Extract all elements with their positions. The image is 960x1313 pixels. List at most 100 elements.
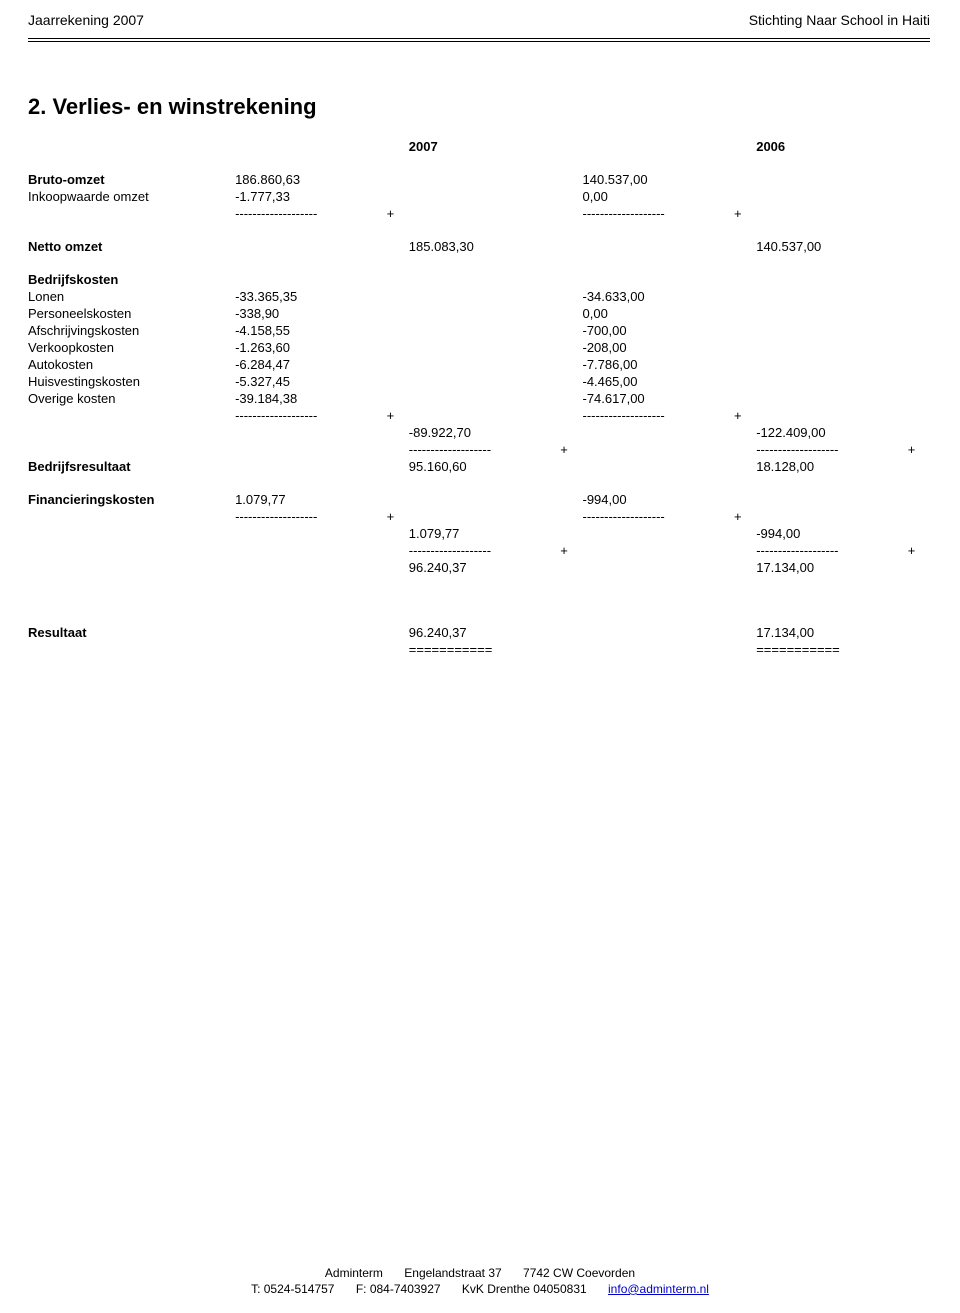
label: Personeelskosten bbox=[28, 305, 235, 322]
value-2006: 0,00 bbox=[583, 305, 735, 322]
value-2006: 17.134,00 bbox=[756, 624, 908, 641]
value-2006: 140.537,00 bbox=[756, 238, 908, 255]
plus: + bbox=[734, 407, 756, 424]
value-2006: -7.786,00 bbox=[583, 356, 735, 373]
row-personeelskosten: Personeelskosten -338,90 0,00 bbox=[28, 305, 930, 322]
value-2007: 1.079,77 bbox=[409, 525, 561, 542]
label: Verkoopkosten bbox=[28, 339, 235, 356]
dash: ------------------- bbox=[409, 542, 561, 559]
row-financiering-subtotal: 1.079,77 -994,00 bbox=[28, 525, 930, 542]
value-2007: -6.284,47 bbox=[235, 356, 387, 373]
row-lonen: Lonen -33.365,35 -34.633,00 bbox=[28, 288, 930, 305]
footer-line-1: Adminterm Engelandstraat 37 7742 CW Coev… bbox=[0, 1265, 960, 1281]
value-2007: 96.240,37 bbox=[409, 559, 561, 576]
plus: + bbox=[560, 441, 582, 458]
label: Huisvestingskosten bbox=[28, 373, 235, 390]
plus: + bbox=[387, 407, 409, 424]
dash: ------------------- bbox=[583, 508, 735, 525]
profit-loss-table: 2007 2006 Bruto-omzet 186.860,63 140.537… bbox=[28, 138, 930, 658]
plus: + bbox=[387, 205, 409, 222]
row-divider: -------------------+ -------------------… bbox=[28, 205, 930, 222]
plus: + bbox=[560, 542, 582, 559]
value-2006: -122.409,00 bbox=[756, 424, 908, 441]
value-2006: -34.633,00 bbox=[583, 288, 735, 305]
label: Resultaat bbox=[28, 624, 235, 641]
value-2007: -338,90 bbox=[235, 305, 387, 322]
year-2: 2006 bbox=[756, 138, 908, 155]
row-double-rule: =========== =========== bbox=[28, 641, 930, 658]
section-title: 2. Verlies- en winstrekening bbox=[28, 94, 930, 120]
value-2006: 18.128,00 bbox=[756, 458, 908, 475]
value-2007: 95.160,60 bbox=[409, 458, 561, 475]
label: Overige kosten bbox=[28, 390, 235, 407]
label: Lonen bbox=[28, 288, 235, 305]
label: Netto omzet bbox=[28, 238, 235, 255]
row-kosten-subtotal: -89.922,70 -122.409,00 bbox=[28, 424, 930, 441]
value-2006: 0,00 bbox=[583, 188, 735, 205]
page-footer: Adminterm Engelandstraat 37 7742 CW Coev… bbox=[0, 1265, 960, 1297]
row-resultaat: Resultaat 96.240,37 17.134,00 bbox=[28, 624, 930, 641]
label: Autokosten bbox=[28, 356, 235, 373]
value-2007: 96.240,37 bbox=[409, 624, 561, 641]
value-2006: -208,00 bbox=[583, 339, 735, 356]
year-1: 2007 bbox=[409, 138, 561, 155]
row-bedrijfsresultaat: Bedrijfsresultaat 95.160,60 18.128,00 bbox=[28, 458, 930, 475]
header-right: Stichting Naar School in Haiti bbox=[749, 12, 930, 28]
value-2006: -994,00 bbox=[583, 491, 735, 508]
page-header: Jaarrekening 2007 Stichting Naar School … bbox=[28, 12, 930, 32]
plus: + bbox=[734, 205, 756, 222]
row-divider: -------------------+ -------------------… bbox=[28, 542, 930, 559]
row-pre-result: 96.240,37 17.134,00 bbox=[28, 559, 930, 576]
row-afschrijvingskosten: Afschrijvingskosten -4.158,55 -700,00 bbox=[28, 322, 930, 339]
value-2006: -700,00 bbox=[583, 322, 735, 339]
label: Bedrijfsresultaat bbox=[28, 458, 235, 475]
header-left: Jaarrekening 2007 bbox=[28, 12, 144, 28]
row-overige-kosten: Overige kosten -39.184,38 -74.617,00 bbox=[28, 390, 930, 407]
row-autokosten: Autokosten -6.284,47 -7.786,00 bbox=[28, 356, 930, 373]
value-2007: 186.860,63 bbox=[235, 171, 387, 188]
plus: + bbox=[908, 441, 930, 458]
dash: ------------------- bbox=[409, 441, 561, 458]
dash: ------------------- bbox=[235, 407, 387, 424]
value-2007: -5.327,45 bbox=[235, 373, 387, 390]
dash: ------------------- bbox=[235, 205, 387, 222]
value-2007: -39.184,38 bbox=[235, 390, 387, 407]
row-bruto-omzet: Bruto-omzet 186.860,63 140.537,00 bbox=[28, 171, 930, 188]
row-divider: -------------------+ -------------------… bbox=[28, 407, 930, 424]
footer-line-2: T: 0524-514757 F: 084-7403927 KvK Drenth… bbox=[0, 1281, 960, 1297]
label: Financieringskosten bbox=[28, 491, 235, 508]
value-2006: 140.537,00 bbox=[583, 171, 735, 188]
label: Afschrijvingskosten bbox=[28, 322, 235, 339]
row-divider: -------------------+ -------------------… bbox=[28, 441, 930, 458]
value-2006: -994,00 bbox=[756, 525, 908, 542]
label: Inkoopwaarde omzet bbox=[28, 188, 235, 205]
dash: ------------------- bbox=[235, 508, 387, 525]
plus: + bbox=[734, 508, 756, 525]
row-financieringskosten: Financieringskosten 1.079,77 -994,00 bbox=[28, 491, 930, 508]
year-header-row: 2007 2006 bbox=[28, 138, 930, 155]
value-2006: -74.617,00 bbox=[583, 390, 735, 407]
dash: ------------------- bbox=[583, 205, 735, 222]
label: Bedrijfskosten bbox=[28, 271, 235, 288]
plus: + bbox=[908, 542, 930, 559]
header-rule-2 bbox=[28, 41, 930, 42]
double-rule: =========== bbox=[756, 641, 908, 658]
value-2006: -4.465,00 bbox=[583, 373, 735, 390]
double-rule: =========== bbox=[409, 641, 561, 658]
value-2007: -1.777,33 bbox=[235, 188, 387, 205]
value-2007: -89.922,70 bbox=[409, 424, 561, 441]
row-inkoopwaarde: Inkoopwaarde omzet -1.777,33 0,00 bbox=[28, 188, 930, 205]
value-2007: -33.365,35 bbox=[235, 288, 387, 305]
footer-email-link[interactable]: info@adminterm.nl bbox=[608, 1282, 709, 1296]
row-verkoopkosten: Verkoopkosten -1.263,60 -208,00 bbox=[28, 339, 930, 356]
value-2006: 17.134,00 bbox=[756, 559, 908, 576]
dash: ------------------- bbox=[756, 441, 908, 458]
row-divider: -------------------+ -------------------… bbox=[28, 508, 930, 525]
plus: + bbox=[387, 508, 409, 525]
label: Bruto-omzet bbox=[28, 171, 235, 188]
value-2007: 185.083,30 bbox=[409, 238, 561, 255]
row-huisvestingskosten: Huisvestingskosten -5.327,45 -4.465,00 bbox=[28, 373, 930, 390]
header-rule-1 bbox=[28, 38, 930, 39]
value-2007: -1.263,60 bbox=[235, 339, 387, 356]
dash: ------------------- bbox=[756, 542, 908, 559]
